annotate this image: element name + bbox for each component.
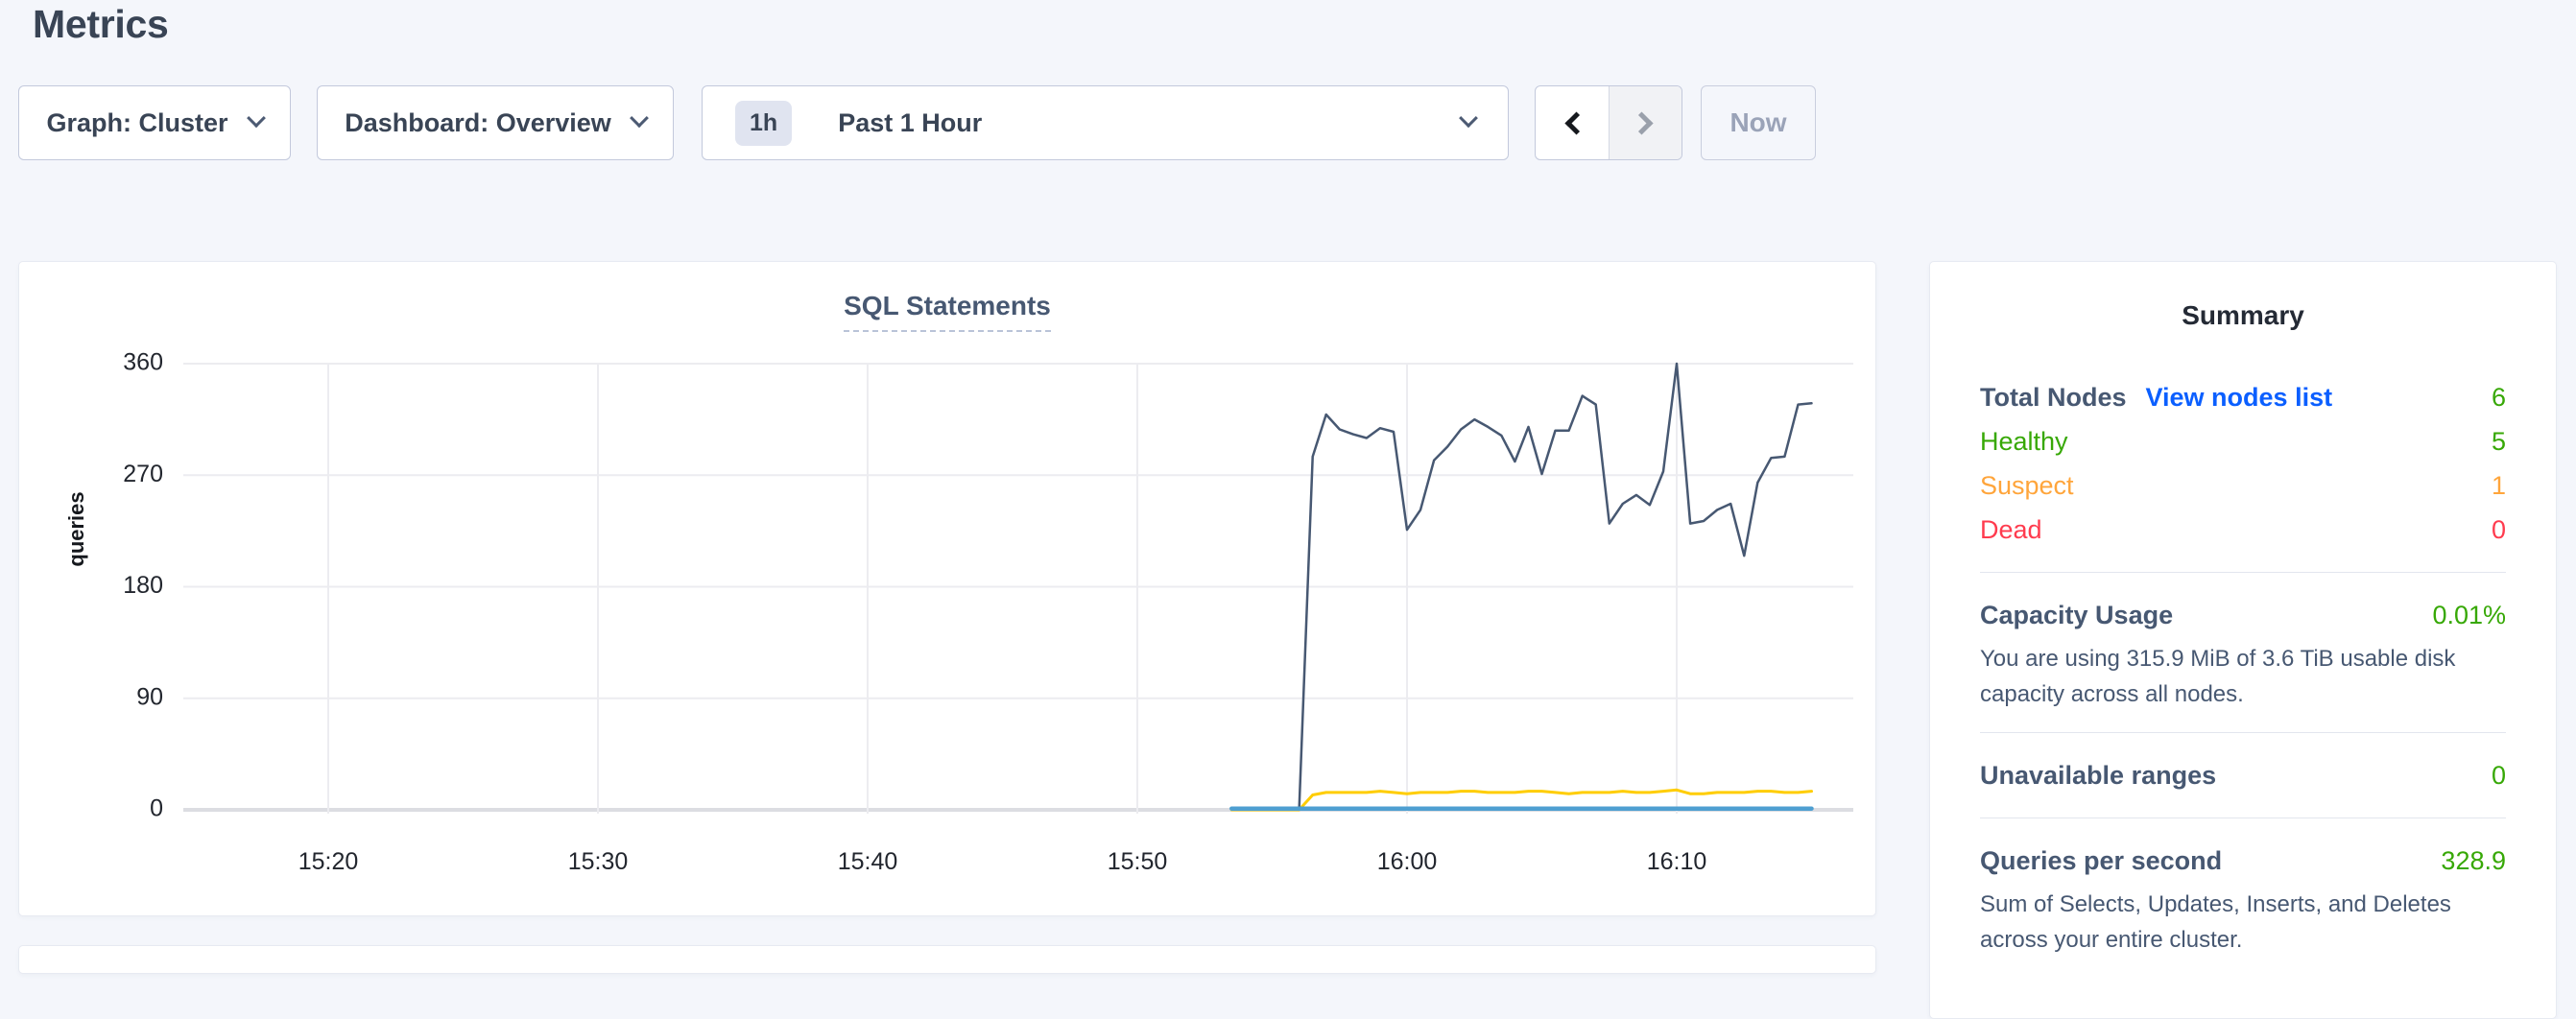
suspect-label: Suspect (1980, 470, 2074, 500)
dead-value: 0 (2491, 514, 2506, 544)
chevron-down-icon (246, 108, 266, 129)
suspect-value: 1 (2491, 470, 2506, 500)
total-nodes-row: Total Nodes View nodes list 6 (1980, 375, 2506, 419)
capacity-usage-description: You are using 315.9 MiB of 3.6 TiB usabl… (1980, 646, 2456, 707)
svg-text:270: 270 (123, 461, 163, 487)
dead-nodes-row: Dead 0 (1980, 508, 2506, 552)
time-range-step-group (1535, 85, 1682, 160)
chevron-right-icon (1630, 110, 1654, 135)
svg-text:16:10: 16:10 (1647, 848, 1707, 875)
svg-text:360: 360 (123, 349, 163, 376)
queries-per-second-description: Sum of Selects, Updates, Inserts, and De… (1980, 891, 2451, 953)
page-title: Metrics (33, 2, 169, 46)
dashboard-label: Dashboard: Overview (345, 107, 611, 137)
unavailable-ranges-value: 0 (2491, 760, 2506, 790)
total-nodes-value: 6 (2491, 382, 2506, 412)
chart-title[interactable]: SQL Statements (844, 291, 1051, 332)
svg-text:180: 180 (123, 572, 163, 599)
unavailable-ranges-label: Unavailable ranges (1980, 760, 2217, 790)
sql-statements-chart-card: SQL Statements 0 90 180 270 360 15:20 15:30 15:… (18, 261, 1876, 916)
svg-text:15:30: 15:30 (568, 848, 629, 875)
chevron-down-icon (629, 108, 649, 129)
graph-scope-dropdown[interactable]: Graph: Cluster (18, 85, 291, 160)
summary-title: Summary (2182, 300, 2304, 330)
capacity-usage-value: 0.01% (2432, 600, 2506, 629)
capacity-usage-label: Capacity Usage (1980, 600, 2174, 629)
queries-per-second-row: Queries per second 328.9 (1980, 839, 2506, 883)
prev-range-button[interactable] (1536, 86, 1609, 159)
capacity-usage-row: Capacity Usage 0.01% (1980, 593, 2506, 637)
chevron-down-icon (1459, 108, 1478, 129)
healthy-value: 5 (2491, 426, 2506, 456)
healthy-nodes-row: Healthy 5 (1980, 419, 2506, 463)
summary-panel: Summary Total Nodes View nodes list 6 He… (1929, 261, 2557, 1019)
svg-text:90: 90 (136, 683, 163, 710)
svg-text:15:40: 15:40 (838, 848, 898, 875)
sql-statements-chart: 0 90 180 270 360 15:20 15:30 15:40 15:50 16:00 16:… (64, 349, 1853, 875)
total-nodes-label: Total Nodes (1980, 382, 2127, 412)
chevron-left-icon (1563, 110, 1588, 135)
divider (1980, 732, 2506, 733)
queries-per-second-label: Queries per second (1980, 845, 2223, 875)
svg-text:15:50: 15:50 (1108, 848, 1168, 875)
unavailable-ranges-row: Unavailable ranges 0 (1980, 753, 2506, 797)
next-range-button[interactable] (1609, 86, 1682, 159)
dead-label: Dead (1980, 514, 2042, 544)
time-range-label: Past 1 Hour (838, 107, 983, 137)
view-nodes-list-link[interactable]: View nodes list (2145, 382, 2333, 412)
dashboard-dropdown[interactable]: Dashboard: Overview (317, 85, 674, 160)
metrics-controls: Graph: Cluster Dashboard: Overview 1h Pa… (18, 85, 1816, 160)
svg-text:0: 0 (150, 795, 163, 822)
svg-text:16:00: 16:00 (1377, 848, 1438, 875)
divider (1980, 572, 2506, 573)
svg-text:queries: queries (64, 491, 88, 566)
time-range-badge: 1h (735, 100, 793, 146)
queries-per-second-value: 328.9 (2441, 845, 2506, 875)
now-button[interactable]: Now (1701, 85, 1816, 160)
suspect-nodes-row: Suspect 1 (1980, 463, 2506, 508)
svg-text:15:20: 15:20 (298, 848, 359, 875)
healthy-label: Healthy (1980, 426, 2068, 456)
time-range-picker[interactable]: 1h Past 1 Hour (702, 85, 1509, 160)
graph-scope-label: Graph: Cluster (46, 107, 228, 137)
